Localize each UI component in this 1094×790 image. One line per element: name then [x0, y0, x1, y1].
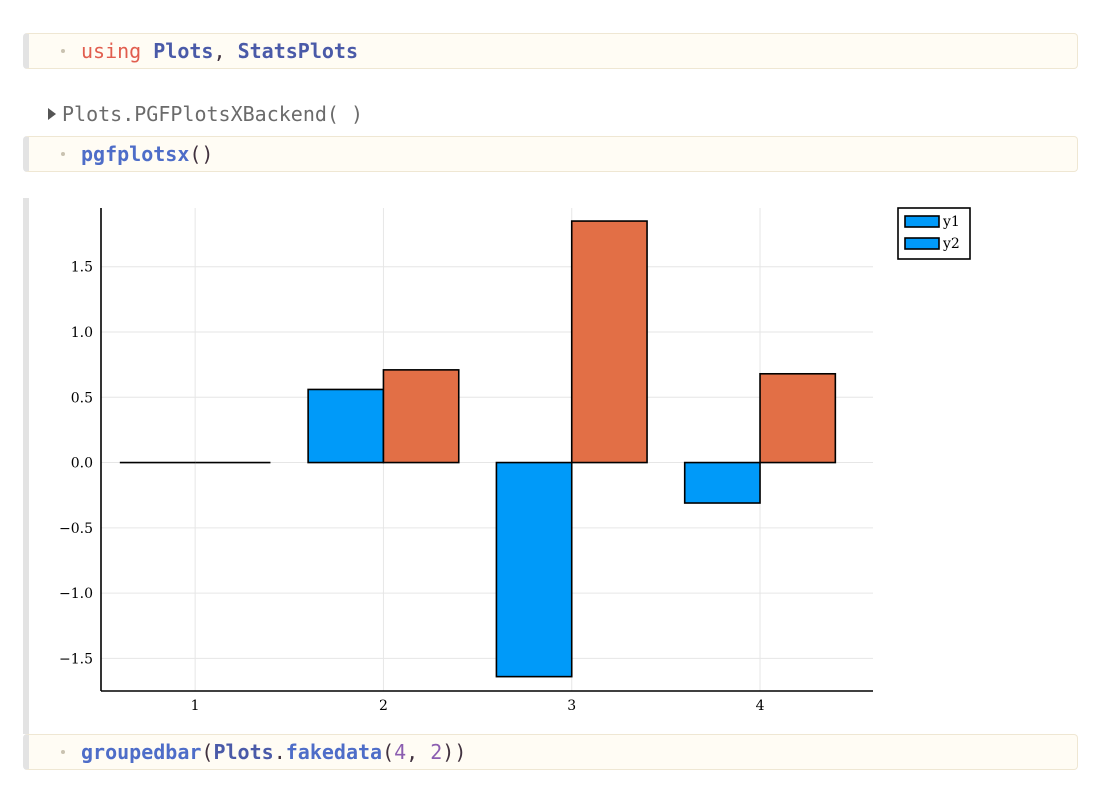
y-tick-label: 0.5 — [71, 390, 93, 406]
code-line[interactable]: pgfplotsx() — [81, 142, 213, 166]
function-groupedbar: groupedbar — [81, 740, 202, 764]
cell-dot-icon — [61, 152, 65, 156]
y-tick-label: −0.5 — [59, 521, 93, 537]
code-cell-pgfplotsx[interactable]: pgfplotsx() — [23, 136, 1078, 172]
bar-y2-2 — [382, 369, 460, 464]
bar-y2-3 — [570, 220, 648, 464]
paren-close: )) — [442, 740, 467, 764]
x-tick-label: 1 — [191, 698, 200, 714]
x-tick-label: 2 — [379, 698, 388, 714]
arg-4: 4 — [394, 740, 407, 764]
expand-triangle-icon[interactable] — [48, 107, 56, 120]
cell-dot-icon — [61, 49, 65, 53]
separator: , — [406, 740, 431, 764]
code-line[interactable]: groupedbar(Plots.fakedata(4, 2)) — [81, 740, 466, 764]
x-tick-label: 3 — [567, 698, 576, 714]
code-line[interactable]: using Plots, StatsPlots — [81, 39, 358, 63]
keyword-using: using — [81, 39, 142, 63]
bar-y2-4 — [759, 372, 837, 464]
cell-dot-icon — [61, 750, 65, 754]
paren-open: ( — [201, 740, 214, 764]
plot-output: 1.5 1.0 0.5 0.0 −0.5 −1.0 −1.5 1 2 3 4 y1 y2 — [23, 198, 1078, 734]
y-tick-label: −1.5 — [59, 651, 93, 667]
legend-label-y1: y1 — [942, 214, 960, 230]
bar-y1-2 — [307, 388, 385, 464]
call-parens: () — [189, 142, 214, 166]
bar-y1-3 — [495, 461, 573, 678]
y-tick-label: 0.0 — [71, 456, 93, 472]
module-plots: Plots — [153, 39, 214, 63]
code-cell-using[interactable]: using Plots, StatsPlots — [23, 33, 1078, 69]
legend-swatch-y2 — [904, 237, 940, 250]
separator: , — [213, 39, 238, 63]
arg-2: 2 — [430, 740, 443, 764]
legend-swatch-y1 — [904, 215, 940, 228]
legend-label-y2: y2 — [942, 236, 960, 252]
cell-output-backend[interactable]: Plots.PGFPlotsXBackend( ) — [48, 102, 363, 126]
module-statsplots: StatsPlots — [237, 39, 358, 63]
x-tick-label: 4 — [756, 698, 765, 714]
bar-y1-4 — [683, 461, 761, 504]
paren-open: ( — [382, 740, 395, 764]
y-tick-label: 1.5 — [71, 260, 93, 276]
code-cell-groupedbar[interactable]: groupedbar(Plots.fakedata(4, 2)) — [23, 734, 1078, 770]
dot: . — [273, 740, 286, 764]
y-tick-label: 1.0 — [71, 325, 93, 341]
function-pgfplotsx: pgfplotsx — [81, 142, 190, 166]
y-tick-label: −1.0 — [59, 586, 93, 602]
output-text: Plots.PGFPlotsXBackend( ) — [62, 102, 364, 126]
module-plots: Plots — [213, 740, 274, 764]
function-fakedata: fakedata — [285, 740, 383, 764]
grouped-bar-chart: 1.5 1.0 0.5 0.0 −0.5 −1.0 −1.5 1 2 3 4 y1 y2 — [59, 207, 971, 714]
